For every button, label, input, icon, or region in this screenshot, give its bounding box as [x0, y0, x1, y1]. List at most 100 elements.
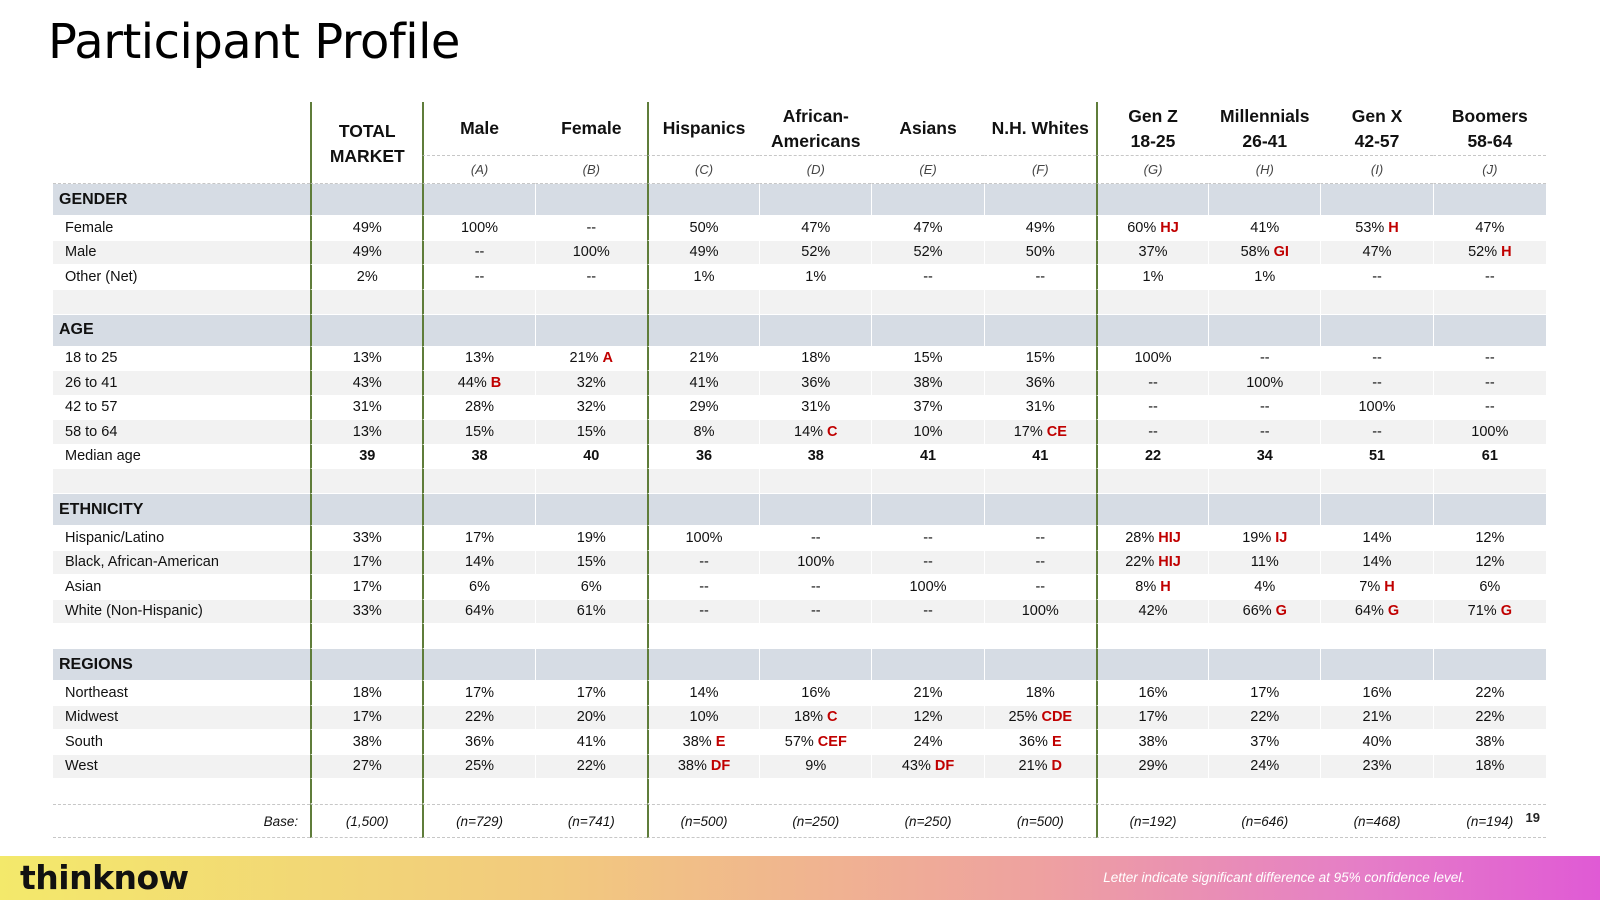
spacer-cell [759, 469, 872, 494]
table-cell: 49% [646, 240, 760, 265]
table-cell: 24% [871, 730, 984, 755]
cell-value: 4% [1254, 578, 1276, 595]
table-cell: 100% [534, 240, 647, 265]
table-cell: 24% [1208, 754, 1321, 779]
table-cell: 42% [1095, 599, 1209, 624]
table-cell: -- [1208, 420, 1321, 445]
table-cell: 60% HJ [1095, 216, 1209, 241]
table-cell: 38 [422, 444, 535, 469]
table-cell: 22% [422, 705, 535, 730]
table-cell: 22% [1208, 705, 1321, 730]
cell-value: 36% [1018, 733, 1048, 750]
cell-value: 13% [352, 423, 382, 440]
spacer-cell [534, 779, 647, 804]
table-cell: 6% [1432, 575, 1546, 600]
base-value: (n=250) [871, 804, 984, 838]
spacer-cell [1432, 289, 1546, 315]
spacer-cell [1432, 624, 1546, 649]
section-cell [534, 649, 647, 681]
cell-value: 19% [576, 529, 606, 546]
table-cell: 41 [983, 444, 1096, 469]
cell-value: 100% [1358, 399, 1396, 416]
significance-letters: CEF [817, 733, 847, 750]
cell-value: -- [699, 554, 709, 571]
cell-value: 32% [576, 399, 606, 416]
table-cell: 18% C [759, 705, 872, 730]
section-header-row: ETHNICITY [53, 494, 1546, 526]
significance-letters: G [1500, 603, 1512, 620]
cell-value: 47% [801, 219, 831, 236]
cell-value: 51 [1368, 448, 1386, 465]
significance-footnote: Letter indicate significant difference a… [1103, 870, 1465, 885]
table-cell: 38 [759, 444, 872, 469]
spacer-cell [1208, 469, 1321, 494]
table-cell: -- [422, 265, 535, 290]
spacer-cell [422, 289, 535, 315]
table-row: Black, African-American 17% 14% 15% -- 100% --… [53, 550, 1546, 575]
spacer-cell [1095, 779, 1209, 804]
table-cell: -- [871, 599, 984, 624]
table-cell: 41% [534, 730, 647, 755]
significance-letters: C [827, 709, 838, 726]
cell-value: 9% [805, 758, 827, 775]
spacer-cell [983, 779, 1096, 804]
table-cell: 57% CEF [759, 730, 872, 755]
section-cell [871, 314, 984, 347]
spacer-cell [646, 779, 760, 804]
table-cell: 19% [534, 526, 647, 551]
section-cell [1095, 184, 1209, 216]
cell-value: 41% [576, 733, 606, 750]
table-cell: 100% [871, 575, 984, 600]
cell-value: 22% [1125, 554, 1155, 571]
section-title: AGE [53, 314, 311, 347]
cell-value: -- [586, 268, 597, 285]
table-cell: 11% [1208, 550, 1321, 575]
table-cell: 100% [646, 526, 760, 551]
cell-value: 14% [1362, 554, 1392, 571]
row-label: Hispanic/Latino [53, 526, 311, 551]
cell-value: 100% [1246, 374, 1284, 391]
cell-value: 21% [569, 350, 599, 367]
table-cell: 14% [1320, 550, 1433, 575]
table-cell: 47% [1320, 240, 1433, 265]
table-cell: 40 [534, 444, 647, 469]
table-cell: 36% [422, 730, 535, 755]
table-cell: 15% [534, 550, 647, 575]
cell-value: -- [586, 219, 597, 236]
table-cell: 15% [871, 346, 984, 371]
section-cell [422, 314, 535, 347]
column-letter: (B) [534, 156, 647, 184]
base-value: (n=741) [534, 804, 647, 838]
cell-value: -- [1259, 423, 1270, 440]
column-header: Gen Z 18-25 [1095, 102, 1209, 156]
section-cell [534, 184, 647, 216]
cell-value: 22% [465, 709, 495, 726]
significance-letters: G [1387, 603, 1400, 620]
cell-value: 7% [1359, 578, 1381, 595]
cell-value: -- [474, 268, 485, 285]
cell-value: 100% [1471, 423, 1509, 440]
column-header: Asians [871, 102, 984, 156]
cell-value: 15% [1025, 350, 1055, 367]
cell-value: 34 [1256, 448, 1273, 465]
section-cell [1208, 649, 1321, 681]
table-cell: -- [1320, 420, 1433, 445]
cell-value: 49% [352, 219, 382, 236]
cell-value: 32% [576, 374, 606, 391]
cell-value: 23% [1362, 758, 1392, 775]
cell-value: 43% [901, 758, 931, 775]
cell-value: 19% [1242, 529, 1272, 546]
spacer-cell [422, 469, 535, 494]
significance-letters: DF [710, 758, 731, 775]
cell-value: 20% [576, 709, 606, 726]
table-cell: 51 [1320, 444, 1433, 469]
table-cell: 37% [871, 395, 984, 420]
table-cell: 17% [534, 681, 647, 706]
cell-value: 41% [1250, 219, 1280, 236]
spacer-cell [310, 469, 423, 494]
section-cell [310, 649, 423, 681]
table-cell: 25% [422, 754, 535, 779]
table-row: Median age 39 38 40 36 38 41 41 22 34 51 61 [53, 444, 1546, 469]
cell-value: 16% [801, 684, 831, 701]
significance-letters: CE [1046, 423, 1067, 440]
